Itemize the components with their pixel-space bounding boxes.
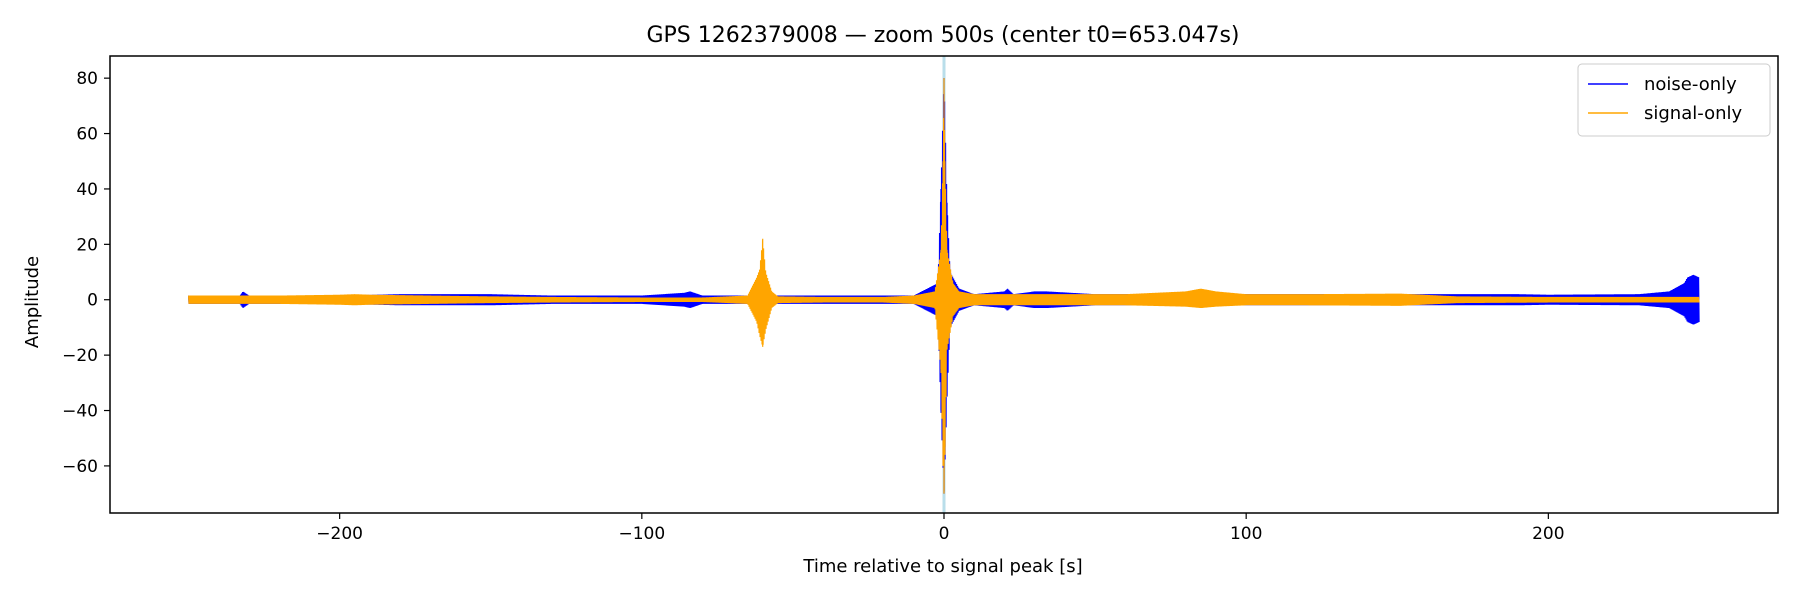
y-tick-label: 0 bbox=[87, 291, 98, 311]
y-axis-label: Amplitude bbox=[22, 256, 43, 348]
y-tick-label: −20 bbox=[62, 346, 98, 366]
y-tick-label: −40 bbox=[62, 402, 98, 422]
series-line-signal-only bbox=[187, 78, 1700, 494]
y-tick-label: 20 bbox=[76, 235, 98, 255]
legend-label-signal-only: signal-only bbox=[1644, 103, 1742, 124]
series-signal-only bbox=[187, 78, 1700, 494]
x-axis-label: Time relative to signal peak [s] bbox=[802, 556, 1082, 577]
y-tick-label: 60 bbox=[76, 125, 98, 145]
y-tick-label: 40 bbox=[76, 180, 98, 200]
x-tick-label: 200 bbox=[1532, 524, 1564, 544]
y-tick-label: −60 bbox=[62, 457, 98, 477]
legend: noise-only signal-only bbox=[1577, 63, 1771, 137]
y-tick-label: 80 bbox=[76, 69, 98, 89]
plot-area bbox=[187, 56, 1700, 513]
x-tick-label: 100 bbox=[1230, 524, 1262, 544]
x-tick-label: −200 bbox=[316, 524, 363, 544]
x-tick-label: −100 bbox=[618, 524, 665, 544]
legend-label-noise-only: noise-only bbox=[1644, 74, 1737, 95]
chart-title: GPS 1262379008 — zoom 500s (center t0=65… bbox=[646, 23, 1239, 48]
x-tick-label: 0 bbox=[939, 524, 950, 544]
legend-box bbox=[1577, 63, 1771, 137]
